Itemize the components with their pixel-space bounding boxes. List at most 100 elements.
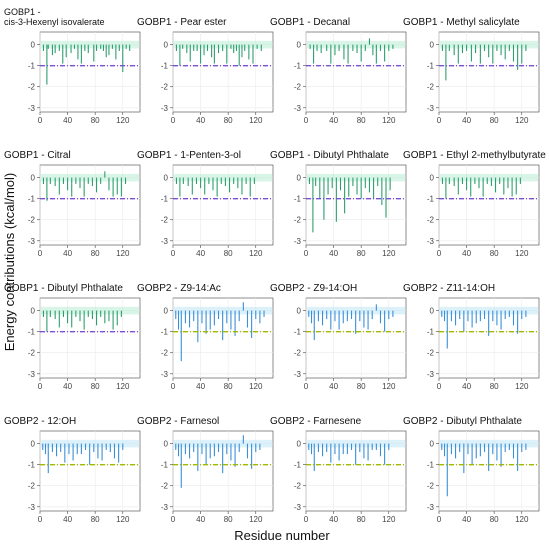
facet-panel: GOBP2 - Z9-14:OH0-1-2-30 40 80 120 [270,283,407,391]
x-tick-label: 0 [304,382,309,391]
panel-title: GOBP1 - Dibutyl Phthalate [4,283,123,294]
x-tick-label: 40 [329,515,338,524]
y-tick-label: -3 [294,370,302,379]
y-tick-label: -3 [28,104,36,113]
x-tick-label: 0 [38,116,43,125]
y-tick-label: -1 [427,62,435,71]
y-tick-label: -2 [427,482,435,491]
y-tick-label: 0 [31,440,36,449]
x-tick-label: 80 [91,515,100,524]
y-tick-label: -1 [427,328,435,337]
y-tick-label: -3 [427,503,435,512]
y-tick-label: 0 [297,41,302,50]
y-tick-label: 0 [430,174,435,183]
x-tick-label: 40 [462,382,471,391]
baseline-band [307,40,405,49]
y-tick-label: 0 [297,174,302,183]
y-tick-label: -1 [28,328,36,337]
x-tick-label: 80 [224,382,233,391]
y-tick-label: 0 [164,307,169,316]
x-tick-label: 0 [171,249,176,258]
y-tick-label: -1 [294,62,302,71]
x-tick-label: 40 [462,515,471,524]
x-tick-label: 120 [382,515,396,524]
baseline-band [440,173,538,182]
y-tick-label: -2 [294,349,302,358]
y-tick-label: -3 [161,503,169,512]
y-tick-label: -2 [161,482,169,491]
x-tick-label: 80 [357,249,366,258]
x-tick-label: 40 [462,116,471,125]
x-tick-label: 0 [304,249,309,258]
x-tick-label: 120 [515,515,529,524]
x-tick-label: 40 [329,382,338,391]
x-tick-label: 80 [490,382,499,391]
y-tick-label: -1 [161,461,169,470]
y-tick-label: -3 [427,237,435,246]
y-tick-label: -1 [161,328,169,337]
y-tick-label: -2 [28,482,36,491]
y-tick-label: 0 [164,41,169,50]
x-tick-label: 40 [329,116,338,125]
y-tick-label: -1 [161,62,169,71]
y-tick-label: -3 [427,104,435,113]
x-tick-label: 120 [116,249,130,258]
x-tick-label: 80 [490,116,499,125]
y-tick-label: -1 [28,461,36,470]
x-tick-label: 0 [171,515,176,524]
y-tick-label: -2 [28,83,36,92]
facet-panel: GOBP1 -cis-3-Hexenyl isovalerate0-1-2-30… [4,7,141,125]
facet-panel: GOBP2 - 12:OH0-1-2-30 40 80 120 [4,416,141,524]
x-tick-label: 40 [329,249,338,258]
facet-panel: GOBP2 - Z11-14:OH0-1-2-30 40 80 120 [403,283,540,391]
x-axis-label: Residue number [234,528,330,543]
panel-title: GOBP2 - Z11-14:OH [403,283,495,294]
y-tick-label: -1 [294,195,302,204]
y-tick-label: -2 [28,216,36,225]
y-tick-label: -3 [161,370,169,379]
panel-title: GOBP1 - Pear ester [137,17,227,28]
y-tick-label: -1 [294,461,302,470]
panel-title: GOBP1 - [4,7,41,17]
panel-title: GOBP2 - Z9-14:OH [270,283,357,294]
x-tick-label: 0 [171,116,176,125]
y-tick-label: -3 [294,237,302,246]
panel-title: GOBP2 - Farnesol [137,416,219,427]
baseline-band [174,40,272,49]
x-tick-label: 0 [437,116,442,125]
panel-title: GOBP1 - Dibutyl Phthalate [270,150,389,161]
x-tick-label: 80 [490,515,499,524]
y-tick-label: 0 [31,307,36,316]
x-tick-label: 0 [38,249,43,258]
panel-title: GOBP1 - Ethyl 2-methylbutyrate [403,150,546,161]
x-tick-label: 80 [357,515,366,524]
x-tick-label: 0 [171,382,176,391]
y-tick-label: -1 [28,195,36,204]
x-tick-label: 80 [224,249,233,258]
y-tick-label: -2 [161,216,169,225]
x-tick-label: 80 [224,515,233,524]
x-tick-label: 40 [196,249,205,258]
panel-title: GOBP1 - Citral [4,150,71,161]
x-tick-label: 40 [63,249,72,258]
x-tick-label: 0 [38,382,43,391]
y-tick-label: -2 [294,83,302,92]
y-tick-label: 0 [430,41,435,50]
y-tick-label: -1 [427,195,435,204]
y-axis-label: Energy contributions (kcal/mol) [2,173,17,351]
y-tick-label: 0 [31,41,36,50]
y-tick-label: -3 [28,503,36,512]
facet-panels: GOBP1 -cis-3-Hexenyl isovalerate0-1-2-30… [4,7,546,524]
y-tick-label: -1 [161,195,169,204]
y-tick-label: -1 [427,461,435,470]
x-tick-label: 120 [249,382,263,391]
y-tick-label: -3 [28,370,36,379]
x-tick-label: 120 [116,116,130,125]
panel-title: GOBP2 - Dibutyl Phthalate [403,416,522,427]
